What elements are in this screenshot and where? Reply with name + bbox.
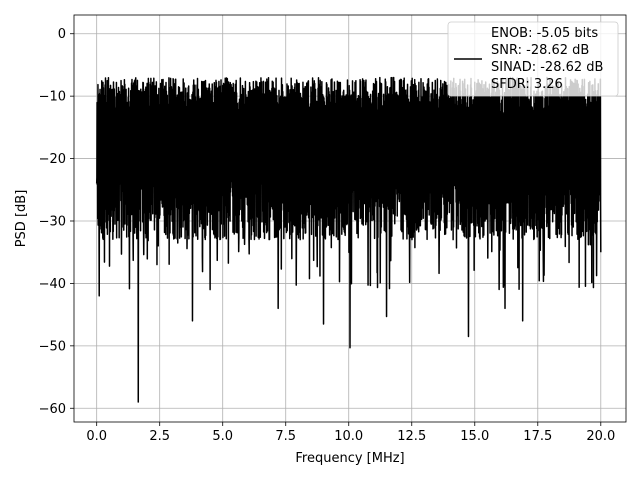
legend-entry-enob: ENOB: -5.05 bits — [491, 26, 598, 41]
x-axis-label: Frequency [MHz] — [295, 451, 404, 466]
y-axis: 0 −10 −20 −30 −40 −50 −60 — [39, 27, 74, 417]
y-tick-label: −20 — [39, 152, 66, 167]
y-axis-label: PSD [dB] — [14, 190, 29, 248]
legend-entry-sfdr: SFDR: 3.26 — [491, 77, 563, 92]
y-tick-label: 0 — [58, 27, 66, 42]
legend-box — [447, 21, 619, 97]
x-tick-label: 20.0 — [586, 429, 615, 444]
y-tick-label: −60 — [39, 402, 66, 417]
legend-entry-sinad: SINAD: -28.62 dB — [491, 60, 603, 75]
y-tick-label: −10 — [39, 90, 66, 105]
y-tick-label: −30 — [39, 214, 66, 229]
psd-series-line — [95, 76, 602, 403]
x-tick-label: 5.0 — [212, 429, 233, 444]
legend: ENOB: -5.05 bits SNR: -28.62 dB SINAD: -… — [447, 21, 619, 97]
y-tick-label: −40 — [39, 277, 66, 292]
plot-frame — [73, 14, 627, 423]
x-tick-label: 0.0 — [86, 429, 107, 444]
x-tick-label: 12.5 — [397, 429, 426, 444]
x-tick-label: 10.0 — [334, 429, 363, 444]
x-tick-label: 17.5 — [523, 429, 552, 444]
x-tick-label: 2.5 — [149, 429, 170, 444]
x-axis: 0.0 2.5 5.0 7.5 10.0 12.5 15.0 17.5 20.0 — [86, 422, 615, 444]
x-tick-label: 15.0 — [460, 429, 489, 444]
x-tick-label: 7.5 — [275, 429, 296, 444]
y-tick-label: −50 — [39, 339, 66, 354]
series-layer — [95, 76, 602, 403]
legend-entry-snr: SNR: -28.62 dB — [491, 43, 589, 58]
